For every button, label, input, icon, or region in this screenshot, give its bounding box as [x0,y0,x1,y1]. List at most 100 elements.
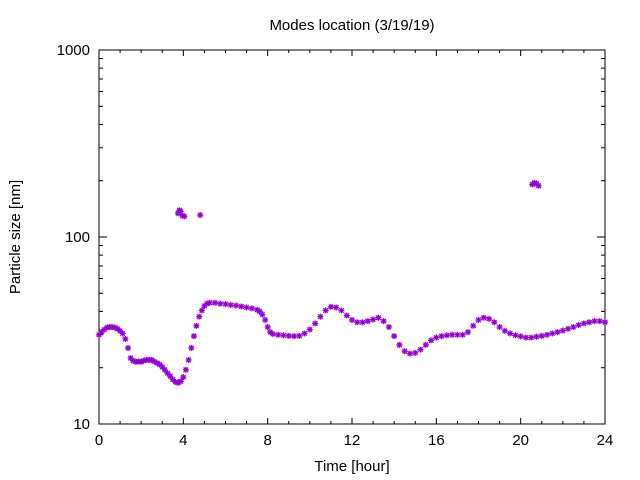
data-point [181,213,188,220]
data-point [596,318,603,325]
data-point [559,327,566,334]
data-point [433,334,440,341]
x-axis-label: Time [hour] [314,458,389,475]
data-point [406,350,413,357]
data-point [417,346,424,353]
data-points [96,179,608,386]
data-point [122,335,129,342]
data-point [180,374,187,381]
data-point [222,301,229,308]
data-point [343,312,350,319]
data-point [364,318,371,325]
x-tick-label: 12 [344,432,361,449]
data-point [211,299,218,306]
data-point [554,329,561,336]
data-point [528,334,535,341]
data-point [177,378,184,385]
data-point [449,331,456,338]
data-point [243,304,250,311]
data-point [349,316,355,323]
data-point [101,326,108,333]
data-point [291,333,298,340]
data-point [233,302,240,309]
data-point [182,366,189,373]
data-point [197,212,204,219]
data-point [533,333,540,340]
data-point [338,307,345,314]
data-point [269,330,276,337]
data-point [285,332,292,339]
data-point [491,319,498,326]
data-point [190,333,197,340]
plot-frame [98,49,606,425]
data-point [501,327,508,334]
chart-title: Modes location (3/19/19) [269,17,434,34]
data-point [443,332,450,339]
y-axis-label: Particle size [nm] [7,180,24,294]
data-point [570,324,577,331]
y-tick-label: 1000 [57,42,90,59]
data-point [512,332,519,339]
data-point [507,330,514,337]
x-tick-label: 0 [95,432,103,449]
data-point [125,344,132,351]
y-tick-label: 10 [73,416,90,433]
data-point [256,308,263,315]
data-point [193,322,200,329]
data-point [538,332,545,339]
data-point [217,300,224,307]
x-tick-label: 8 [263,432,271,449]
data-point [370,316,377,323]
data-point [602,319,608,326]
data-point [306,326,313,333]
x-tick-label: 16 [428,432,445,449]
data-point [401,348,408,355]
data-point [438,333,445,340]
data-point [496,324,503,331]
data-point [591,318,598,325]
data-point [322,307,329,314]
data-point [354,319,361,326]
data-point [565,325,572,332]
data-point [480,314,487,321]
data-point [227,301,234,308]
data-point [262,316,269,323]
axis-ticks: 0 4 8 12 16 20 24 10 100 1000 [57,42,614,449]
data-point [544,331,551,338]
data-point [185,356,192,363]
data-point [196,313,203,320]
data-point [317,313,324,320]
data-point [517,333,524,340]
data-point [580,320,587,327]
data-point [475,316,482,323]
data-point [396,341,403,348]
data-point [454,331,461,338]
data-point [575,322,582,329]
data-point [422,341,429,348]
data-point [428,337,435,344]
data-point [198,307,205,314]
data-point [188,344,195,351]
data-point [333,304,340,311]
data-point [535,182,542,189]
data-point [470,322,477,329]
data-point [391,333,398,340]
y-tick-label: 100 [65,229,90,246]
data-point [380,318,387,325]
data-point [312,320,319,327]
data-point [206,299,213,306]
data-point [522,334,529,341]
data-point [412,349,419,356]
data-point [586,319,593,326]
data-point [296,332,303,339]
data-point [248,305,255,312]
data-point [464,329,471,336]
x-tick-label: 4 [179,432,187,449]
data-point [301,330,308,337]
data-point [375,314,382,321]
data-point [259,311,266,318]
data-point [280,332,287,339]
data-point [549,330,556,337]
data-point [459,331,466,338]
